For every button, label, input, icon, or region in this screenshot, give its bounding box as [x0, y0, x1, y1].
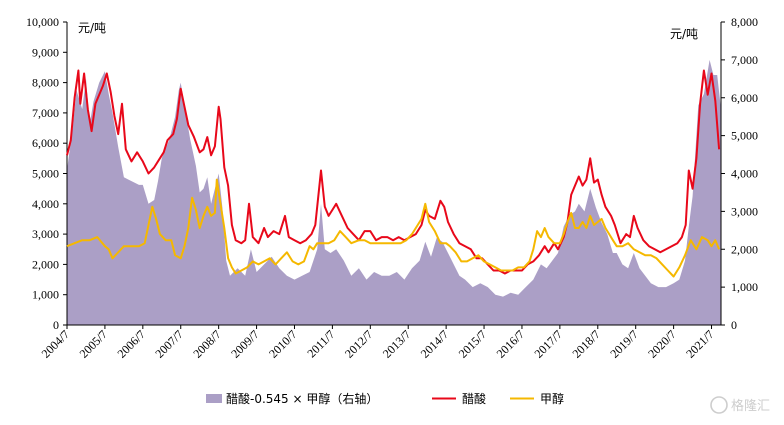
left-tick-label: 9,000 [32, 45, 59, 59]
line-methanol [66, 178, 721, 278]
x-tick-label: 2005/7 [77, 327, 110, 360]
x-tick-label: 2021/7 [683, 327, 716, 360]
right-tick-label: 1,000 [731, 280, 758, 294]
left-tick-label: 0 [53, 318, 59, 332]
right-tick-label: 2,000 [731, 242, 758, 256]
left-tick-label: 7,000 [32, 106, 59, 120]
x-tick-label: 2014/7 [418, 327, 451, 360]
series-area-spread [67, 59, 721, 326]
x-tick-label: 2018/7 [569, 327, 602, 360]
left-axis-ticks: 0 1,000 2,000 3,000 4,000 5,000 6,000 7,000 8,00… [26, 15, 67, 332]
x-tick-label: 2019/7 [607, 327, 640, 360]
line-acetic-acid [66, 69, 721, 275]
legend-label-methanol: 甲醇 [540, 391, 564, 406]
x-tick-label: 2006/7 [114, 327, 147, 360]
right-tick-label: 7,000 [731, 53, 758, 67]
x-tick-label: 2004/7 [39, 327, 72, 360]
right-axis-ticks: 0 1,000 2,000 3,000 4,000 5,000 6,000 7,000 8,00… [721, 15, 758, 332]
right-tick-label: 5,000 [731, 129, 758, 143]
watermark-logo: 格隆汇 [710, 396, 770, 414]
left-unit-label: 元/吨 [78, 21, 106, 35]
right-tick-label: 4,000 [731, 167, 758, 181]
area-spread [67, 59, 721, 326]
x-tick-label: 2008/7 [190, 327, 223, 360]
left-tick-label: 10,000 [26, 15, 59, 29]
legend-swatch-area [206, 394, 222, 403]
x-tick-label: 2013/7 [380, 327, 413, 360]
left-tick-label: 1,000 [32, 288, 59, 302]
legend-label-area: 醋酸-0.545 × 甲醇（右轴） [226, 391, 378, 406]
left-tick-label: 6,000 [32, 136, 59, 150]
x-tick-label: 2007/7 [152, 327, 185, 360]
watermark-icon [710, 396, 728, 414]
right-tick-label: 8,000 [731, 15, 758, 29]
x-tick-label: 2010/7 [266, 327, 299, 360]
left-tick-label: 2,000 [32, 257, 59, 271]
right-tick-label: 6,000 [731, 91, 758, 105]
watermark-text: 格隆汇 [731, 398, 770, 414]
right-unit-label: 元/吨 [670, 27, 698, 41]
series-lines [66, 69, 721, 278]
x-tick-label: 2020/7 [645, 327, 678, 360]
x-tick-label: 2009/7 [228, 327, 261, 360]
legend: 醋酸-0.545 × 甲醇（右轴） 醋酸 甲醇 [206, 391, 564, 406]
left-tick-label: 8,000 [32, 76, 59, 90]
x-tick-label: 2012/7 [342, 327, 375, 360]
x-axis-ticks: 2004/7 2005/7 2006/7 2007/7 2008/7 2009/7 2010… [39, 325, 717, 361]
right-tick-label: 0 [731, 318, 737, 332]
right-tick-label: 3,000 [731, 204, 758, 218]
left-tick-label: 5,000 [32, 167, 59, 181]
legend-label-acetic: 醋酸 [462, 391, 486, 406]
x-tick-label: 2016/7 [494, 327, 527, 360]
x-tick-label: 2017/7 [532, 327, 565, 360]
left-tick-label: 4,000 [32, 197, 59, 211]
left-tick-label: 3,000 [32, 227, 59, 241]
x-tick-label: 2011/7 [304, 327, 337, 360]
x-tick-label: 2015/7 [456, 327, 489, 360]
